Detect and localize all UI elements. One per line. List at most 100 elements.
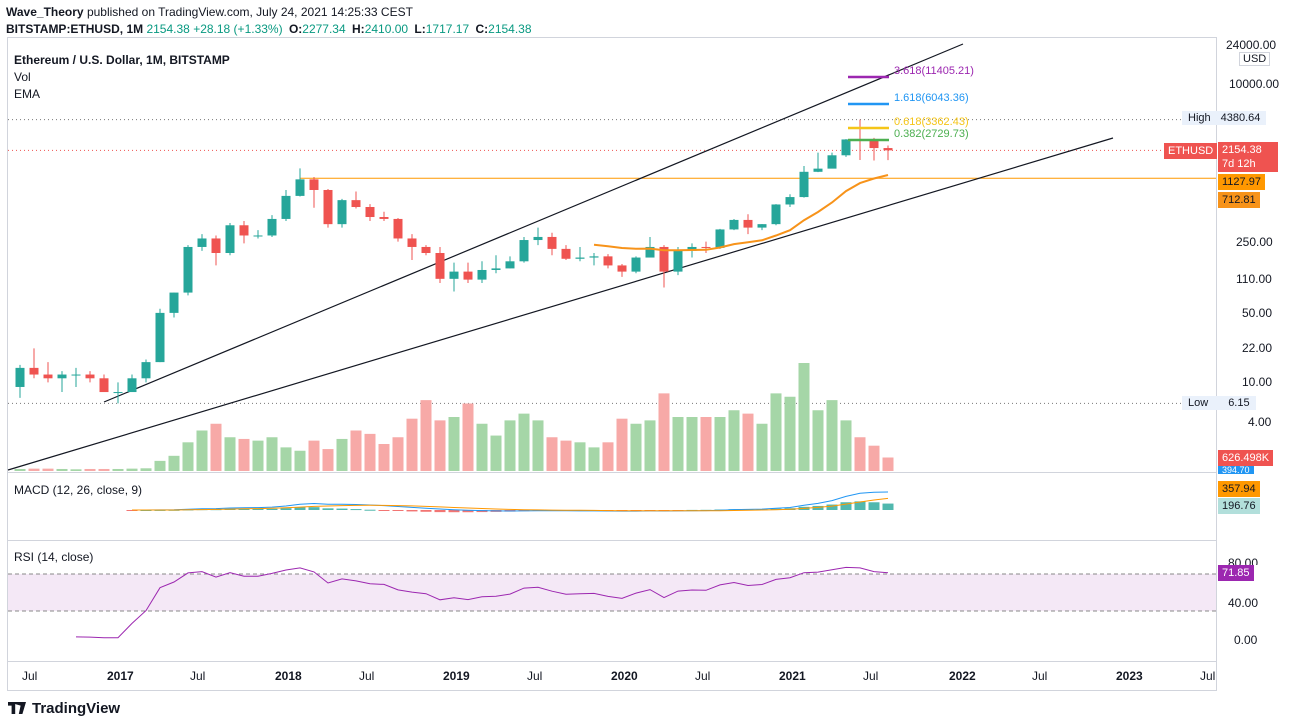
pane-separator[interactable]: [7, 472, 1217, 473]
volume-bar: [308, 440, 320, 471]
volume-bar: [196, 430, 208, 471]
candle-body: [449, 271, 459, 279]
macd-histogram-bar: [826, 504, 838, 510]
price-tick: 10.00: [1242, 375, 1273, 389]
publish-text: published on TradingView.com, July 24, 2…: [86, 5, 413, 19]
time-tick-label: Jul: [359, 669, 375, 683]
volume-bar: [588, 447, 600, 471]
rsi-tag: 71.85: [1218, 565, 1254, 581]
macd-histogram-bar: [238, 508, 250, 510]
time-tick-label: 2017: [107, 669, 134, 683]
chart-area[interactable]: [7, 37, 1217, 691]
hline-price-tag: 1127.97: [1218, 174, 1265, 190]
tradingview-logo[interactable]: TradingView: [8, 700, 120, 717]
candle-body: [757, 224, 767, 228]
candle-body: [813, 168, 823, 172]
symbol-line: BITSTAMP:ETHUSD, 1M: [6, 22, 144, 36]
time-tick-label: 2022: [949, 669, 976, 683]
candle-body: [505, 261, 515, 269]
volume-bar: [238, 438, 250, 471]
macd-histogram-bar: [322, 508, 334, 510]
currency-label[interactable]: USD: [1239, 52, 1271, 66]
volume-bar: [518, 413, 530, 471]
candle-body: [491, 268, 501, 270]
macd-histogram-bar: [392, 510, 404, 511]
candle-body: [127, 378, 137, 393]
volume-bar: [854, 437, 866, 471]
legend-vol[interactable]: Vol: [14, 70, 31, 84]
low-value: 1717.17: [425, 22, 470, 36]
candle-body: [211, 238, 221, 253]
candle-body: [379, 217, 389, 219]
macd-histogram-bar: [406, 510, 418, 512]
fib-level-label: 1.618(6043.36): [894, 92, 969, 104]
legend-ema[interactable]: EMA: [14, 87, 41, 101]
volume-bar: [112, 468, 124, 471]
volume-bar: [98, 468, 110, 471]
candle-body: [337, 200, 347, 225]
candle-body: [827, 155, 837, 169]
candle-body: [729, 219, 739, 230]
open-value: 2277.34: [302, 22, 346, 36]
volume-bar: [840, 420, 852, 471]
high-label: High 4380.64: [1182, 111, 1267, 125]
candle-body: [295, 179, 305, 196]
macd-histogram-bar: [266, 508, 278, 510]
volume-bar: [784, 396, 796, 471]
macd-histogram-bar: [448, 510, 460, 513]
legend-rsi[interactable]: RSI (14, close): [14, 550, 94, 564]
candle-body: [743, 219, 753, 228]
legend-title[interactable]: Ethereum / U.S. Dollar, 1M, BITSTAMP: [14, 53, 230, 67]
macd-histogram-bar: [308, 507, 320, 510]
macd-histogram-bar: [882, 503, 894, 510]
price-tick: 50.00: [1242, 306, 1273, 320]
volume-bar: [868, 445, 880, 471]
pane-separator[interactable]: [7, 540, 1217, 541]
candle-body: [253, 235, 263, 237]
candle-body: [57, 374, 67, 379]
last-price: 2154.38: [146, 22, 190, 36]
candle-body: [659, 246, 669, 272]
macd-histogram-bar: [868, 502, 880, 510]
volume-bar: [126, 468, 138, 471]
volume-bar: [714, 417, 726, 471]
volume-bar: [728, 410, 740, 471]
volume-bar: [182, 442, 194, 471]
candle-body: [673, 250, 683, 272]
macd-histogram-bar: [840, 502, 852, 510]
ema-line: [593, 174, 889, 252]
close-value: 2154.38: [488, 22, 532, 36]
candle-body: [533, 236, 543, 241]
volume-bar: [700, 417, 712, 471]
volume-bar: [84, 468, 96, 471]
volume-bar: [294, 450, 306, 471]
candle-body: [169, 292, 179, 313]
candle-body: [183, 246, 193, 293]
volume-bar: [742, 413, 754, 471]
legend-macd[interactable]: MACD (12, 26, close, 9): [14, 483, 143, 497]
histogram-tag: 196.76: [1218, 498, 1260, 514]
volume-bar: [336, 438, 348, 471]
candle-body: [603, 256, 613, 266]
macd-hidden-tag: 394.70: [1218, 466, 1254, 474]
time-tick-label: Jul: [863, 669, 879, 683]
rsi-band: [8, 574, 1216, 611]
price-tick: 110.00: [1236, 272, 1272, 286]
volume-bar: [70, 469, 82, 471]
ohlc-line: BITSTAMP:ETHUSD, 1M 2154.38 +28.18 (+1.3…: [6, 22, 532, 36]
candle-body: [519, 240, 529, 262]
candle-body: [463, 271, 473, 280]
macd-histogram-bar: [350, 509, 362, 511]
volume-bar: [28, 468, 40, 471]
time-tick-label: 2020: [611, 669, 638, 683]
volume-bar: [644, 420, 656, 471]
candle-body: [701, 246, 711, 248]
candle-body: [141, 362, 151, 379]
candle-body: [85, 374, 95, 379]
time-axis-separator: [7, 661, 1217, 662]
rsi-line: [75, 566, 889, 639]
candle-body: [785, 197, 795, 205]
candle-body: [771, 204, 781, 225]
fib-level-label: 3.618(11405.21): [894, 65, 974, 77]
